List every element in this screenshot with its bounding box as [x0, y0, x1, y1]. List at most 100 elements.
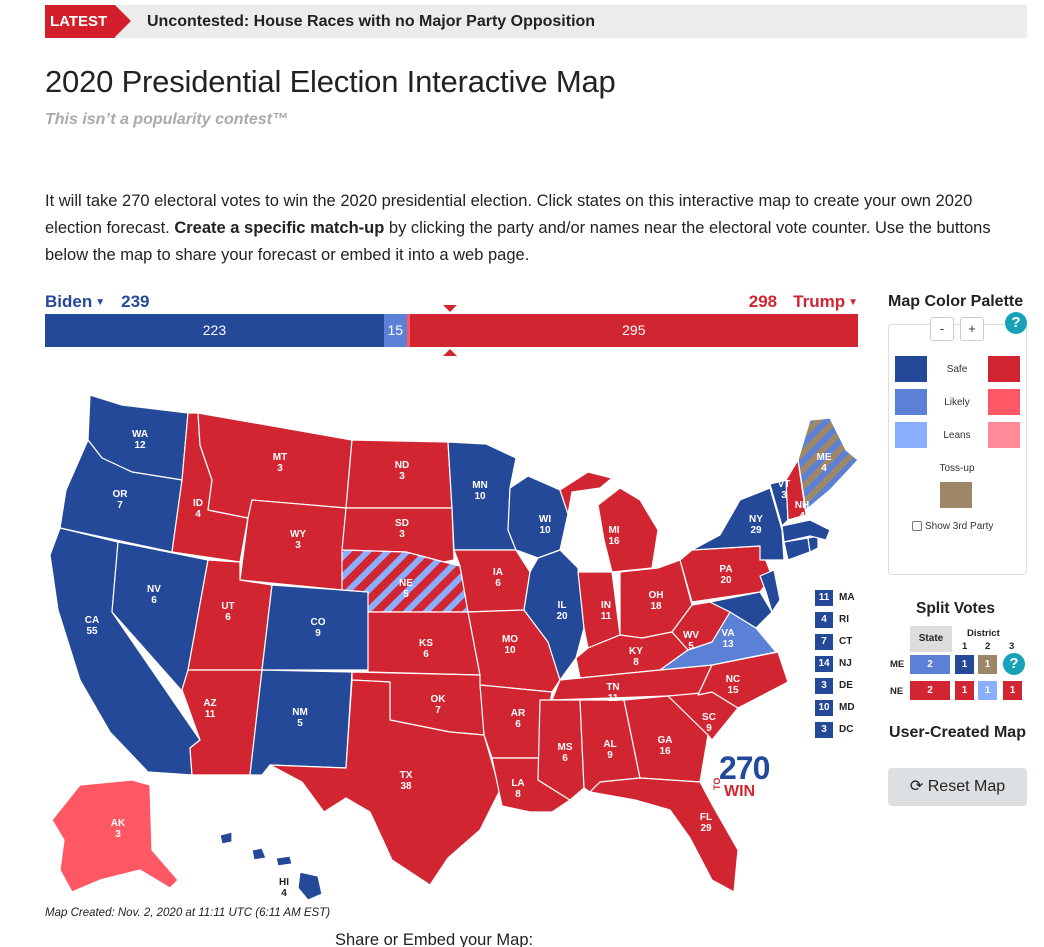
logo-to: TO	[712, 777, 722, 790]
small-state-ev[interactable]: 4	[815, 612, 833, 628]
swatch-lean-rep[interactable]	[988, 422, 1020, 448]
state-hi-1[interactable]	[219, 831, 233, 845]
rep-name[interactable]: Trump	[793, 292, 846, 311]
dem-caret-icon[interactable]: ▼	[95, 297, 106, 309]
state-hi-3[interactable]	[275, 855, 293, 867]
state-ev-va: 13	[722, 639, 734, 650]
swatch-lean-dem[interactable]	[895, 422, 927, 448]
split-me-d1[interactable]: 1	[955, 655, 974, 674]
checkbox-icon[interactable]	[912, 521, 922, 532]
state-ms[interactable]	[537, 699, 585, 801]
state-ma[interactable]	[781, 519, 831, 543]
palette-help-icon[interactable]: ?	[1005, 312, 1027, 334]
split-ne-d3[interactable]: 1	[1003, 681, 1022, 700]
label-tossup: Toss-up	[939, 463, 975, 474]
state-hi-4[interactable]	[297, 871, 323, 901]
us-map[interactable]: WA 12 OR 7 CA 55 ID 4 NV 6 MT 3 WY 3 UT 6 AZ 11 CO 9 NM 5 ND 3 S…	[40, 380, 865, 910]
electoral-vote-bar: 223 15 295	[45, 314, 858, 347]
swatch-likely-dem[interactable]	[895, 389, 927, 415]
label-safe: Safe	[946, 364, 968, 375]
split-me-state[interactable]: 2	[910, 655, 950, 674]
small-state-ct[interactable]: 7 CT	[815, 634, 885, 650]
swatch-safe-dem[interactable]	[895, 356, 927, 382]
small-state-ev[interactable]: 3	[815, 678, 833, 694]
split-me-d2[interactable]: 1	[978, 655, 997, 674]
state-label-ut: UT	[221, 601, 234, 612]
split-district-header: District	[967, 628, 1000, 639]
show-3rd-party-checkbox[interactable]: Show 3rd Party	[912, 521, 993, 532]
state-il[interactable]	[523, 549, 585, 681]
270towin-logo: 270 TO WIN	[712, 750, 782, 805]
state-ak[interactable]	[51, 779, 179, 893]
swatch-safe-rep[interactable]	[988, 356, 1020, 382]
palette-title: Map Color Palette	[888, 293, 1024, 310]
split-ne-state[interactable]: 2	[910, 681, 950, 700]
state-ev-mt: 3	[277, 463, 283, 474]
state-nj[interactable]	[759, 569, 781, 613]
state-ga[interactable]	[623, 695, 709, 783]
small-state-md[interactable]: 10 MD	[815, 700, 885, 716]
small-state-ri[interactable]: 4 RI	[815, 612, 885, 628]
state-in[interactable]	[577, 571, 621, 649]
small-state-ev[interactable]: 11	[815, 590, 833, 606]
state-label-in: IN	[601, 600, 611, 611]
state-tx[interactable]	[269, 679, 501, 886]
state-ev-ga: 16	[659, 746, 671, 757]
state-wy[interactable]	[239, 499, 347, 591]
rep-candidate[interactable]: 298 Trump ▼	[749, 292, 858, 312]
palette-minus-button[interactable]: -	[930, 317, 954, 341]
state-ev-il: 20	[556, 611, 568, 622]
us-map-svg[interactable]: WA12OR7CA55ID4NV6MT3WY3UT6AZ11CO9NM5ND3S…	[40, 380, 865, 910]
reset-map-button[interactable]: ⟳ Reset Map	[888, 768, 1027, 806]
state-az[interactable]	[181, 669, 263, 776]
latest-banner[interactable]: LATEST Uncontested: House Races with no …	[45, 5, 1027, 38]
logo-win: WIN	[724, 783, 756, 800]
state-ev-sc: 9	[706, 723, 712, 734]
state-nh[interactable]	[785, 459, 807, 521]
small-state-ev[interactable]: 10	[815, 700, 833, 716]
state-ev-ut: 6	[225, 612, 231, 623]
small-state-ma[interactable]: 11 MA	[815, 590, 885, 606]
small-state-ev[interactable]: 3	[815, 722, 833, 738]
state-ev-pa: 20	[720, 575, 732, 586]
state-md[interactable]	[709, 591, 773, 629]
split-help-icon[interactable]: ?	[1003, 653, 1025, 675]
small-state-abbr: MA	[839, 592, 855, 603]
swatch-tossup[interactable]	[940, 482, 972, 508]
latest-tag: LATEST	[45, 5, 115, 38]
dem-name[interactable]: Biden	[45, 292, 93, 311]
state-ev-fl: 29	[700, 823, 712, 834]
state-hi-2[interactable]	[251, 847, 267, 861]
small-state-nj[interactable]: 14 NJ	[815, 656, 885, 672]
rep-total: 298	[748, 292, 778, 311]
state-mi-lp[interactable]	[597, 487, 659, 573]
state-ri[interactable]	[807, 535, 819, 553]
rep-caret-icon[interactable]: ▼	[848, 297, 858, 309]
split-d1-header: 1	[962, 641, 968, 652]
small-state-ev[interactable]: 14	[815, 656, 833, 672]
small-state-ev[interactable]: 7	[815, 634, 833, 650]
small-state-abbr: NJ	[839, 658, 852, 669]
latest-headline[interactable]: Uncontested: House Races with no Major P…	[147, 13, 596, 30]
state-ev-nv: 6	[151, 595, 157, 606]
state-ev-ne: 5	[403, 589, 409, 600]
state-fl[interactable]	[589, 777, 739, 893]
swatch-likely-rep[interactable]	[988, 389, 1020, 415]
page-title: 2020 Presidential Election Interactive M…	[45, 64, 616, 99]
state-label-sc: SC	[702, 712, 716, 723]
dem-candidate[interactable]: Biden ▼ 239	[45, 292, 150, 312]
state-label-az: AZ	[203, 698, 216, 709]
split-state-header: State	[910, 626, 952, 652]
small-state-dc[interactable]: 3 DC	[815, 722, 885, 738]
state-label-ms: MS	[558, 742, 573, 753]
state-mi[interactable]	[559, 471, 613, 515]
dem-total: 239	[121, 292, 150, 311]
state-label-mi: MI	[608, 525, 619, 536]
state-me[interactable]	[797, 417, 859, 511]
split-ne-d2[interactable]: 1	[978, 681, 997, 700]
state-ev-wy: 3	[295, 540, 301, 551]
palette-plus-button[interactable]: +	[960, 317, 984, 341]
small-state-de[interactable]: 3 DE	[815, 678, 885, 694]
state-ev-la: 8	[515, 789, 521, 800]
split-ne-d1[interactable]: 1	[955, 681, 974, 700]
